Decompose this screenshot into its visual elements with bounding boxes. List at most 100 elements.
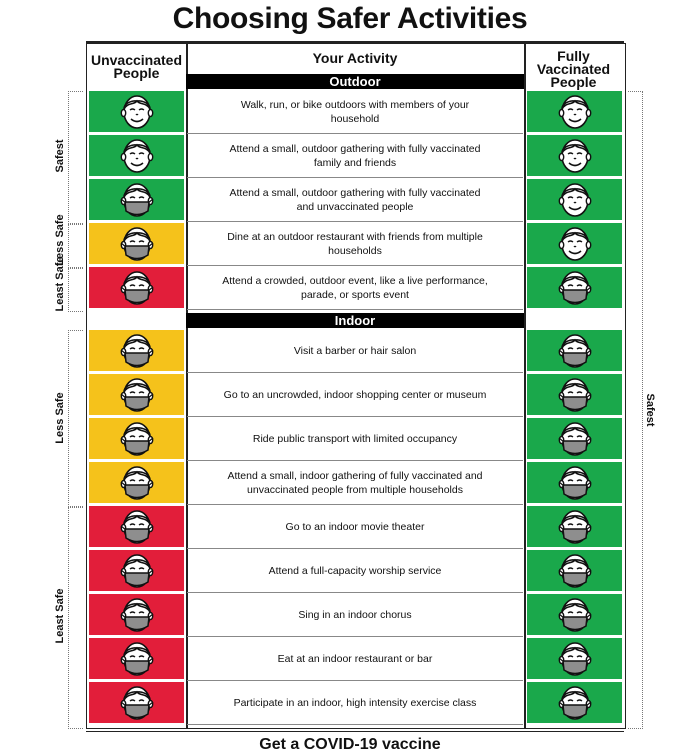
masked-face-icon	[120, 553, 153, 588]
activity-text: Attend a full-capacity worship service	[268, 564, 442, 577]
activity-text: Eat at an indoor restaurant or bar	[277, 652, 433, 665]
masked-face-icon	[558, 421, 591, 456]
unvaccinated-risk-cell	[89, 179, 184, 220]
unvaccinated-risk-cell	[89, 374, 184, 415]
activity-text: Attend a small, outdoor gathering with f…	[229, 186, 481, 213]
vaccinated-risk-cell	[527, 330, 622, 371]
activity-row: Visit a barber or hair salon	[187, 329, 523, 373]
face-icon	[120, 138, 153, 173]
activity-row: Walk, run, or bike outdoors with members…	[187, 90, 523, 134]
activity-row: Attend a small, indoor gathering of full…	[187, 461, 523, 505]
masked-face-icon	[558, 377, 591, 412]
masked-face-icon	[558, 553, 591, 588]
activity-text: Participate in an indoor, high intensity…	[233, 696, 477, 709]
masked-face-icon	[120, 333, 153, 368]
masked-face-icon	[120, 377, 153, 412]
section-header-outdoor: Outdoor	[186, 74, 524, 89]
footer-rule	[86, 731, 624, 732]
masked-face-icon	[558, 270, 591, 305]
vaccinated-risk-cell	[527, 506, 622, 547]
face-icon	[558, 226, 591, 261]
unvaccinated-risk-cell	[89, 462, 184, 503]
unvaccinated-risk-cell	[89, 267, 184, 308]
masked-face-icon	[558, 685, 591, 720]
masked-face-icon	[120, 641, 153, 676]
zone-label-less-safe-indoor: Less Safe	[54, 392, 66, 444]
activity-text: Visit a barber or hair salon	[293, 344, 417, 357]
unvaccinated-risk-cell	[89, 594, 184, 635]
activity-row: Attend a full-capacity worship service	[187, 549, 523, 593]
masked-face-icon	[120, 421, 153, 456]
activity-row: Attend a crowded, outdoor event, like a …	[187, 266, 523, 310]
zone-label-least-safe-indoor: Least Safe	[54, 588, 66, 644]
face-icon	[558, 182, 591, 217]
table-frame-right	[524, 43, 626, 729]
activity-row: Attend a small, outdoor gathering with f…	[187, 134, 523, 178]
vaccinated-risk-cell	[527, 223, 622, 264]
unvaccinated-risk-cell	[89, 91, 184, 132]
header-activity: Your Activity	[312, 50, 398, 66]
activity-row: Eat at an indoor restaurant or bar	[187, 637, 523, 681]
zone-label-safest: Safest	[54, 139, 66, 173]
masked-face-icon	[120, 465, 153, 500]
masked-face-icon	[120, 685, 153, 720]
activity-text: Attend a small, outdoor gathering with f…	[229, 142, 481, 169]
masked-face-icon	[558, 641, 591, 676]
zone-label-least-safe-outdoor: Least Safe	[54, 254, 66, 314]
activity-text: Walk, run, or bike outdoors with members…	[240, 98, 470, 125]
zone-bracket-least-safe-indoor	[68, 507, 83, 729]
vaccinated-risk-cell	[527, 594, 622, 635]
zone-bracket-less-safe-indoor	[68, 330, 83, 507]
zone-bracket-safest	[68, 91, 83, 224]
title-rule	[86, 41, 624, 43]
vaccinated-risk-cell	[527, 682, 622, 723]
masked-face-icon	[558, 333, 591, 368]
header-unvaccinated: Unvaccinated People	[90, 52, 183, 81]
activity-text: Sing in an indoor chorus	[298, 608, 412, 621]
masked-face-icon	[558, 509, 591, 544]
activity-row: Go to an indoor movie theater	[187, 505, 523, 549]
vaccinated-risk-cell	[527, 638, 622, 679]
zone-bracket-least-safe-outdoor	[68, 268, 83, 312]
unvaccinated-risk-cell	[89, 506, 184, 547]
vaccinated-risk-cell	[527, 374, 622, 415]
activity-text: Dine at an outdoor restaurant with frien…	[227, 230, 483, 257]
table-frame-left	[86, 43, 188, 729]
vaccinated-risk-cell	[527, 550, 622, 591]
vaccinated-risk-cell	[527, 462, 622, 503]
activity-row: Attend a small, outdoor gathering with f…	[187, 178, 523, 222]
activity-text: Ride public transport with limited occup…	[252, 432, 458, 445]
zone-bracket-right-safest	[628, 91, 643, 729]
masked-face-icon	[120, 270, 153, 305]
activity-row: Dine at an outdoor restaurant with frien…	[187, 222, 523, 266]
activity-text: Attend a small, indoor gathering of full…	[227, 469, 483, 496]
vaccinated-risk-cell	[527, 135, 622, 176]
header-vaccinated: Fully Vaccinated People	[536, 48, 611, 90]
unvaccinated-risk-cell	[89, 550, 184, 591]
page-title: Choosing Safer Activities	[172, 2, 528, 35]
activity-row: Participate in an indoor, high intensity…	[187, 681, 523, 725]
vaccinated-risk-cell	[527, 418, 622, 459]
face-icon	[120, 94, 153, 129]
table-frame-mid	[186, 43, 526, 729]
activity-text: Go to an uncrowded, indoor shopping cent…	[223, 388, 487, 401]
activity-text: Go to an indoor movie theater	[285, 520, 425, 533]
vaccinated-risk-cell	[527, 267, 622, 308]
activity-row: Go to an uncrowded, indoor shopping cent…	[187, 373, 523, 417]
zone-label-text: Least Safe	[54, 256, 66, 312]
unvaccinated-risk-cell	[89, 418, 184, 459]
vaccinated-risk-cell	[527, 179, 622, 220]
unvaccinated-risk-cell	[89, 135, 184, 176]
masked-face-icon	[558, 597, 591, 632]
unvaccinated-risk-cell	[89, 330, 184, 371]
masked-face-icon	[120, 226, 153, 261]
activity-row: Ride public transport with limited occup…	[187, 417, 523, 461]
unvaccinated-risk-cell	[89, 223, 184, 264]
face-icon	[558, 138, 591, 173]
masked-face-icon	[120, 509, 153, 544]
face-icon	[558, 94, 591, 129]
unvaccinated-risk-cell	[89, 638, 184, 679]
zone-label-right-safest: Safest	[644, 393, 656, 427]
zone-bracket-less-safe-outdoor	[68, 224, 83, 268]
section-header-indoor: Indoor	[186, 313, 524, 328]
